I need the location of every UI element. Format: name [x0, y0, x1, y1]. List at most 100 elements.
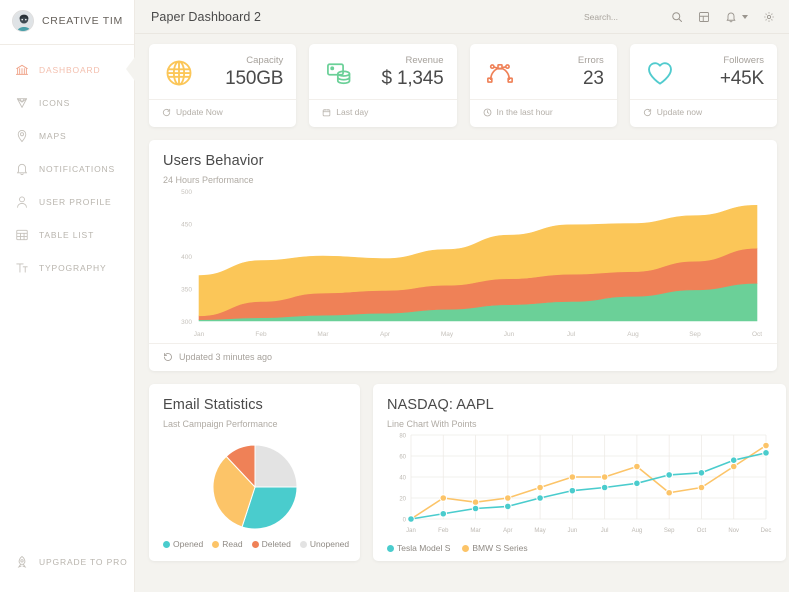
- topbar-actions: [584, 10, 775, 23]
- email-statistics-chart: [163, 429, 346, 539]
- svg-text:Nov: Nov: [728, 528, 739, 534]
- stat-card-followers: Followers +45K Update now: [629, 44, 777, 127]
- bank-icon: [14, 62, 29, 77]
- stat-text: Errors 23: [578, 55, 604, 90]
- stat-top: Capacity 150GB: [162, 55, 283, 90]
- svg-text:0: 0: [403, 518, 407, 524]
- svg-text:60: 60: [399, 455, 406, 461]
- gear-icon[interactable]: [762, 10, 775, 23]
- legend-item: BMW S Series: [462, 543, 528, 553]
- users-behavior-chart: 300 350 400 450 500 Jan Feb Mar Apr May Jun Jul Aug S…: [163, 185, 763, 343]
- search-icon[interactable]: [670, 10, 683, 23]
- users-behavior-card: Users Behavior 24 Hours Performance 300 3…: [149, 140, 777, 371]
- user-avatar-icon: [12, 10, 34, 32]
- clock-icon: [483, 108, 492, 117]
- nasdaq-card: NASDAQ: AAPL Line Chart With Points 0 20 4…: [373, 384, 786, 561]
- brand-name: CREATIVE TIM: [42, 15, 123, 27]
- svg-text:Feb: Feb: [255, 331, 267, 338]
- stat-footer[interactable]: Update now: [643, 100, 764, 117]
- legend-item: Tesla Model S: [387, 543, 450, 553]
- svg-text:Mar: Mar: [470, 528, 480, 534]
- sidebar-item-label: TABLE LIST: [39, 229, 95, 240]
- typography-icon: [14, 260, 29, 275]
- legend-label: BMW S Series: [472, 543, 528, 553]
- diamond-icon: [14, 95, 29, 110]
- sidebar-item-user-profile[interactable]: USER PROFILE: [0, 185, 134, 218]
- svg-text:Sep: Sep: [689, 331, 701, 338]
- sidebar-item-label: TYPOGRAPHY: [39, 262, 107, 273]
- legend-label: Deleted: [261, 539, 291, 549]
- chevron-down-icon[interactable]: [742, 14, 748, 19]
- legend-swatch: [212, 540, 220, 548]
- stat-label: Errors: [577, 55, 604, 66]
- svg-text:20: 20: [399, 497, 406, 503]
- stat-footer-label: In the last hour: [496, 107, 553, 117]
- svg-text:Apr: Apr: [380, 331, 391, 338]
- sidebar-item-icons[interactable]: ICONS: [0, 86, 134, 119]
- search-input[interactable]: [584, 11, 656, 22]
- sidebar-item-upgrade-to-pro[interactable]: UPGRADE TO PRO: [0, 545, 134, 578]
- divider: [309, 99, 457, 100]
- svg-text:80: 80: [399, 434, 406, 440]
- sidebar-item-dashboard[interactable]: DASHBOARD: [0, 53, 135, 86]
- stat-footer[interactable]: Last day: [322, 100, 443, 117]
- card-title: Email Statistics: [163, 397, 263, 413]
- email-statistics-card: Email Statistics Last Campaign Performan…: [149, 384, 360, 561]
- svg-text:Jul: Jul: [601, 528, 609, 534]
- stat-footer-label: Update now: [656, 107, 703, 117]
- sidebar-item-label: DASHBOARD: [39, 64, 101, 75]
- stat-card-errors: Errors 23 In the last hour: [469, 44, 617, 127]
- svg-text:Sep: Sep: [664, 528, 675, 534]
- card-subtitle: Line Chart With Points: [387, 419, 477, 429]
- legend-item: Deleted: [251, 539, 291, 549]
- stat-footer[interactable]: Update Now: [162, 100, 283, 117]
- svg-text:Jan: Jan: [406, 528, 416, 534]
- pie-legend: Opened Read Deleted Unopened: [163, 539, 350, 557]
- svg-text:May: May: [534, 528, 545, 534]
- svg-text:May: May: [441, 331, 454, 338]
- card-footer-label: Updated 3 minutes ago: [179, 352, 273, 362]
- stat-text: Followers +45K: [720, 55, 764, 90]
- svg-text:450: 450: [181, 222, 192, 229]
- vector-icon: [483, 56, 517, 90]
- nasdaq-aapl-chart: 0 20 40 60 80 Jan Feb Mar Apr May Jun Jul Aug Sep Oct N…: [387, 429, 772, 537]
- refresh-icon: [643, 108, 652, 117]
- sidebar-item-notifications[interactable]: NOTIFICATIONS: [0, 152, 134, 185]
- legend-swatch: [387, 544, 394, 552]
- sidebar-item-maps[interactable]: MAPS: [0, 119, 134, 152]
- card-subtitle: Last Campaign Performance: [163, 419, 278, 429]
- svg-text:Jul: Jul: [567, 331, 576, 338]
- svg-text:Mar: Mar: [317, 331, 329, 338]
- stat-card-revenue: Revenue $ 1,345 Last day: [309, 44, 457, 127]
- grid-icon[interactable]: [697, 10, 710, 23]
- area-chart-svg: 300 350 400 450 500 Jan Feb Mar Apr May Jun Jul Aug S…: [181, 189, 762, 338]
- legend-item: Opened: [163, 539, 203, 549]
- globe-icon: [162, 56, 196, 90]
- legend-item: Unopened: [299, 539, 350, 549]
- stat-label: Revenue: [405, 55, 444, 66]
- svg-text:Oct: Oct: [752, 331, 762, 338]
- legend-label: Unopened: [309, 539, 350, 549]
- stat-footer-label: Update Now: [176, 107, 223, 117]
- sidebar-item-typography[interactable]: TYPOGRAPHY: [0, 251, 134, 284]
- card-footer: Updated 3 minutes ago: [163, 344, 763, 371]
- svg-text:40: 40: [399, 476, 406, 482]
- sidebar-item-table-list[interactable]: TABLE LIST: [0, 218, 134, 251]
- pie-chart-svg: [212, 444, 298, 530]
- stat-card-capacity: Capacity 150GB Update Now: [149, 44, 297, 127]
- divider: [149, 343, 777, 344]
- svg-text:Apr: Apr: [503, 528, 512, 534]
- stat-label: Capacity: [246, 55, 284, 66]
- line-chart-svg: 0 20 40 60 80 Jan Feb Mar Apr May Jun Jul Aug Sep Oct N…: [399, 434, 771, 534]
- stat-footer[interactable]: In the last hour: [483, 100, 604, 117]
- stat-label: Followers: [723, 55, 764, 66]
- brand[interactable]: CREATIVE TIM: [0, 0, 134, 45]
- card-title: Users Behavior: [163, 153, 264, 169]
- sidebar-nav: DASHBOARD ICONS MAPS: [0, 45, 135, 545]
- legend-swatch: [251, 540, 259, 548]
- svg-text:Jan: Jan: [194, 331, 205, 338]
- bell-icon[interactable]: [724, 10, 737, 23]
- page-title: Paper Dashboard 2: [151, 9, 262, 24]
- nasdaq-legend: Tesla Model S BMW S Series: [387, 537, 772, 561]
